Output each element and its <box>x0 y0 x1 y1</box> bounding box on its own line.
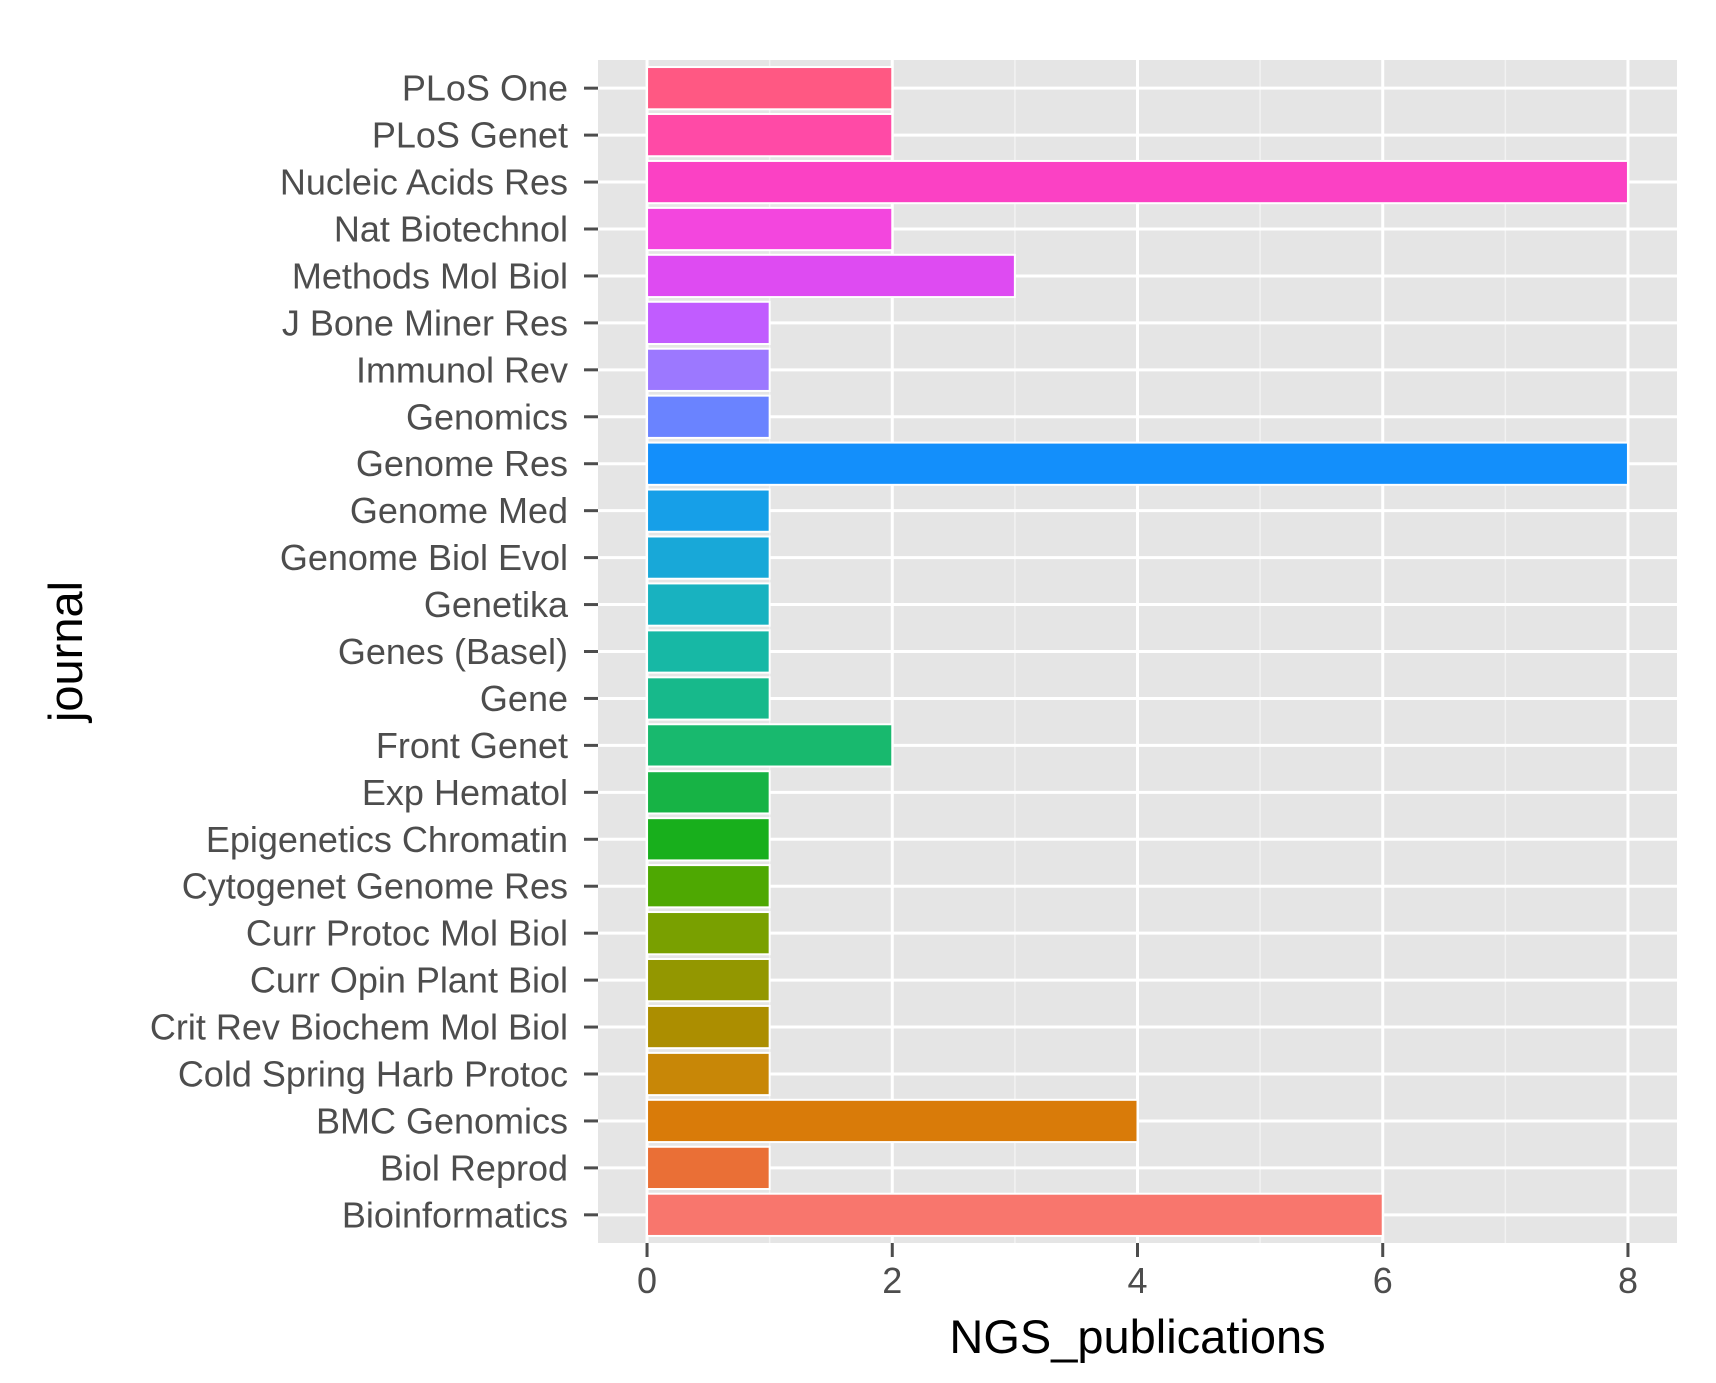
bar-genomics <box>646 394 771 439</box>
y-tick-label: Gene <box>480 678 568 719</box>
bar-exp-hematol <box>646 770 771 815</box>
bar-bmc-genomics <box>646 1098 1139 1144</box>
x-tick-label: 2 <box>882 1260 902 1301</box>
y-tick-label: Cold Spring Harb Protoc <box>178 1054 568 1095</box>
y-tick-label: Biol Reprod <box>380 1147 568 1188</box>
y-tick-label: Genomics <box>406 396 568 437</box>
bar-bioinformatics <box>646 1192 1384 1237</box>
y-tick-label: Nucleic Acids Res <box>280 162 568 203</box>
y-tick-label: Cytogenet Genome Res <box>182 866 568 907</box>
bar-crit-rev-biochem-mol-biol <box>646 1004 771 1050</box>
y-tick-label: PLoS Genet <box>372 115 568 156</box>
x-tick-label: 0 <box>637 1260 657 1301</box>
bar-biol-reprod <box>646 1145 771 1191</box>
y-tick-label: Bioinformatics <box>342 1194 568 1235</box>
bar-methods-mol-biol <box>646 253 1016 299</box>
y-tick-label: Genome Res <box>356 443 568 484</box>
bar-immunol-rev <box>646 347 771 392</box>
y-tick-label: Epigenetics Chromatin <box>206 819 568 860</box>
bar-plos-one <box>646 66 894 111</box>
y-tick-label: Curr Protoc Mol Biol <box>246 913 568 954</box>
bars <box>646 66 1629 1237</box>
y-tick-label: Front Genet <box>376 725 568 766</box>
y-tick-label: Crit Rev Biochem Mol Biol <box>150 1007 568 1048</box>
y-tick-label: Methods Mol Biol <box>292 255 568 296</box>
bar-genome-res <box>646 441 1629 486</box>
bar-cold-spring-harb-protoc <box>646 1051 771 1097</box>
y-tick-label: Genome Med <box>350 490 568 531</box>
y-tick-label: J Bone Miner Res <box>282 302 568 343</box>
bar-genes-basel <box>646 629 771 674</box>
bar-plos-genet <box>646 112 894 158</box>
y-tick-label: Genome Biol Evol <box>280 537 568 578</box>
bar-cytogenet-genome-res <box>646 864 771 909</box>
bar-curr-opin-plant-biol <box>646 957 771 1003</box>
y-tick-label: Exp Hematol <box>362 772 568 813</box>
bar-curr-protoc-mol-biol <box>646 911 771 956</box>
x-tick-label: 8 <box>1618 1260 1638 1301</box>
x-axis: 0 2 4 6 8 <box>637 1243 1638 1301</box>
y-axis-title: journal <box>39 581 92 724</box>
bar-nucleic-acids-res <box>646 159 1629 205</box>
bar-j-bone-miner-res <box>646 300 771 346</box>
y-tick-label: Nat Biotechnol <box>334 209 568 250</box>
bar-epigenetics-chromatin <box>646 817 771 862</box>
y-tick-label: Genetika <box>424 584 569 625</box>
x-tick-label: 6 <box>1373 1260 1393 1301</box>
x-axis-title: NGS_publications <box>949 1310 1325 1363</box>
x-tick-label: 4 <box>1127 1260 1147 1301</box>
bar-gene <box>646 676 771 721</box>
bar-genetika <box>646 582 771 627</box>
y-tick-label: Genes (Basel) <box>338 631 568 672</box>
y-tick-label: BMC Genomics <box>316 1100 568 1141</box>
bar-front-genet <box>646 723 894 768</box>
bar-genome-biol-evol <box>646 535 771 580</box>
y-tick-label: PLoS One <box>402 68 568 109</box>
bar-nat-biotechnol <box>646 206 894 252</box>
y-tick-label: Immunol Rev <box>356 349 568 390</box>
y-axis: Bioinformatics Biol Reprod BMC Genomics Col… <box>150 68 598 1235</box>
y-tick-label: Curr Opin Plant Biol <box>250 960 568 1001</box>
bar-genome-med <box>646 488 771 533</box>
